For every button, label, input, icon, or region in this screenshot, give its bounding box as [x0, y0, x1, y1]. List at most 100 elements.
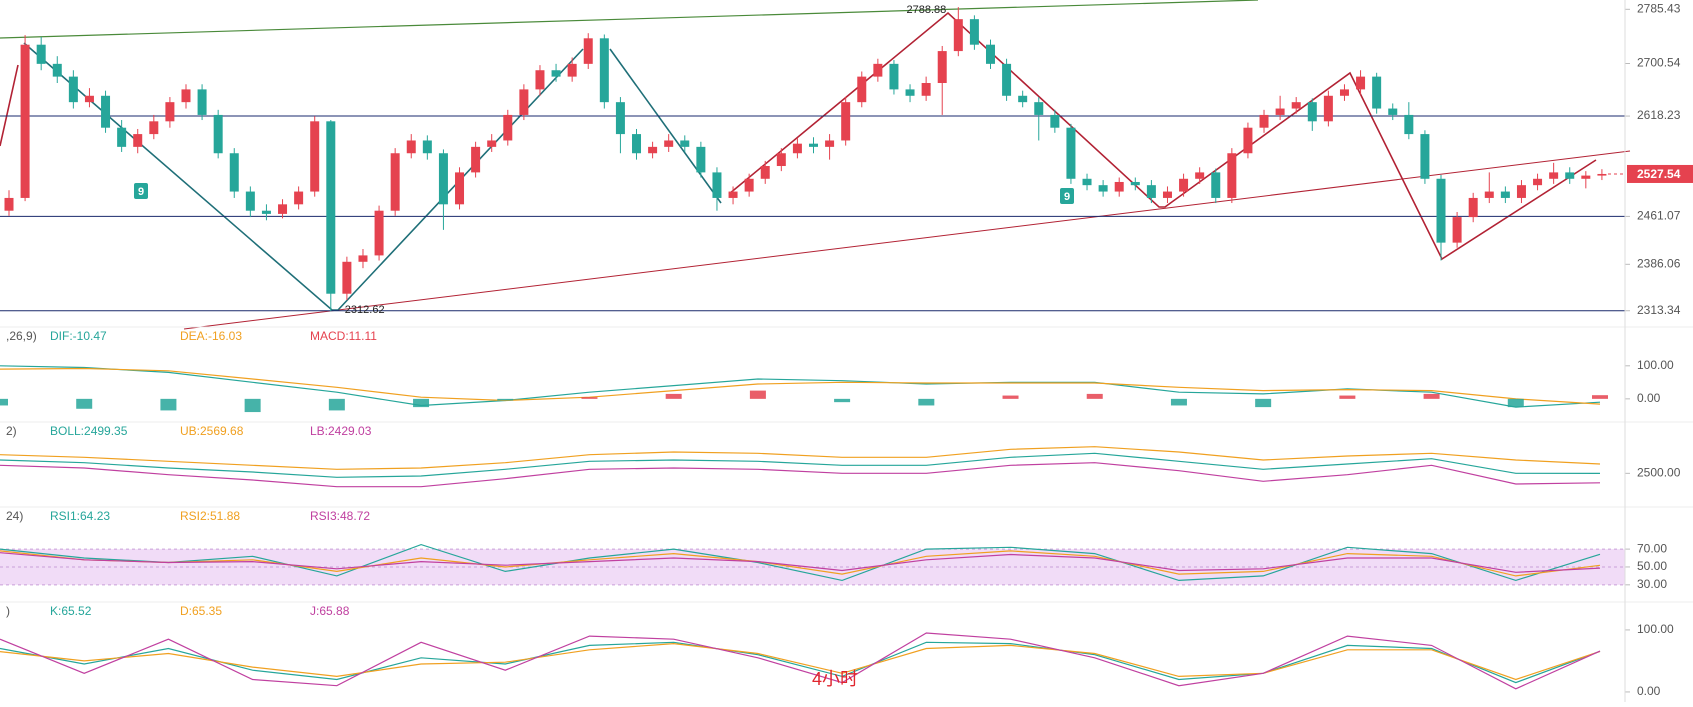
macd-bar: [749, 390, 766, 399]
macd-bar: [1339, 395, 1356, 399]
candle-body: [1420, 134, 1430, 179]
candle-body: [664, 140, 674, 147]
y-tick-label: 2461.07: [1637, 209, 1681, 223]
td-marker-box: [1060, 188, 1074, 204]
candle-body: [985, 44, 995, 64]
candle-body: [1002, 63, 1012, 96]
macd-bar: [918, 398, 935, 406]
indicator-line: [0, 632, 1601, 690]
candle-body: [1452, 217, 1462, 243]
candle-body: [680, 140, 690, 147]
trend-line: [0, 0, 1259, 39]
last-price-label: 2527.54: [1637, 167, 1681, 181]
candle-body: [245, 191, 255, 211]
wave-line: [0, 64, 19, 147]
candle-body: [792, 143, 802, 154]
candle-body: [471, 146, 481, 173]
td-marker-box: [134, 183, 148, 199]
candle-body: [1436, 178, 1446, 243]
indicator-params: ): [6, 604, 10, 618]
legend-entry: DIF:-10.47: [50, 329, 107, 343]
y-tick-label: 2700.54: [1637, 56, 1681, 70]
legend-entry: DEA:-16.03: [180, 329, 242, 343]
legend-entry: D:65.35: [180, 604, 222, 618]
candle-body: [1050, 114, 1060, 128]
candle-body: [1404, 114, 1414, 135]
indicator-params: ,26,9): [6, 329, 37, 343]
candle-body: [744, 178, 754, 192]
candle-body: [1162, 191, 1172, 198]
candle-body: [36, 44, 46, 64]
candle-body: [760, 166, 770, 179]
candle-body: [712, 172, 722, 198]
td-marker: 9: [138, 186, 144, 198]
candle-body: [1066, 127, 1076, 179]
candle-body: [519, 89, 529, 115]
macd-bar: [1255, 398, 1272, 408]
macd-bar: [76, 398, 93, 409]
candle-body: [20, 44, 30, 198]
macd-bar: [1086, 393, 1103, 399]
candle-body: [632, 134, 642, 154]
indicator-line: [0, 550, 1601, 577]
candle-body: [1130, 181, 1140, 186]
macd-bar: [497, 398, 514, 401]
candle-body: [422, 140, 432, 154]
timeframe-note: 4小时: [812, 669, 858, 689]
td-marker: 9: [1064, 191, 1070, 203]
candle-body: [1259, 114, 1269, 128]
candle-body: [1179, 178, 1189, 192]
candle-body: [1098, 185, 1108, 192]
legend-entry: MACD:11.11: [310, 329, 377, 343]
candle-body: [905, 89, 915, 96]
indicator-line: [0, 642, 1601, 681]
candle-body: [1034, 102, 1044, 115]
candle-body: [599, 38, 609, 103]
macd-bar: [581, 397, 598, 399]
candle-body: [1597, 173, 1607, 176]
candle-body: [487, 140, 497, 147]
macd-bar: [1423, 393, 1440, 399]
candle-body: [503, 114, 513, 141]
y-tick-label: 70.00: [1637, 541, 1667, 555]
last-price-tag: [1627, 164, 1693, 183]
indicator-line: [0, 365, 1601, 408]
candle-body: [1195, 172, 1205, 179]
legend-entry: LB:2429.03: [310, 424, 372, 438]
high-label: 2788.88: [907, 4, 947, 16]
candle-body: [1549, 172, 1559, 179]
candle-body: [1275, 108, 1285, 115]
y-tick-label: 50.00: [1637, 559, 1667, 573]
candle-body: [438, 153, 448, 205]
candle-body: [1372, 76, 1382, 109]
y-tick-label: 2785.43: [1637, 1, 1681, 15]
candle-body: [101, 95, 111, 128]
indicator-line: [0, 641, 1601, 684]
y-tick-label: 2313.34: [1637, 303, 1681, 317]
indicator-params: 2): [6, 424, 17, 438]
macd-bar: [1507, 398, 1524, 408]
candle-body: [551, 70, 561, 77]
candle-body: [776, 153, 786, 167]
drawings: [0, 0, 1631, 330]
candle-body: [696, 146, 706, 173]
candle-body: [455, 172, 465, 205]
wave-line: [609, 48, 722, 204]
macd-bar: [244, 398, 261, 413]
candle-body: [1565, 172, 1575, 179]
candle-body: [68, 76, 78, 103]
candle-body: [1500, 191, 1510, 198]
macd-bar: [1592, 395, 1608, 399]
candle-body: [1484, 191, 1494, 198]
candle-body: [374, 210, 384, 256]
candle-body: [889, 63, 899, 90]
candle-body: [358, 255, 368, 262]
y-tick-label: 2618.23: [1637, 108, 1681, 122]
indicator-line: [0, 367, 1601, 405]
macd-bar: [328, 398, 345, 411]
candle-body: [825, 140, 835, 147]
indicator-line: [0, 552, 1601, 573]
candle-body: [390, 153, 400, 211]
legend-entry: RSI1:64.23: [50, 509, 110, 523]
